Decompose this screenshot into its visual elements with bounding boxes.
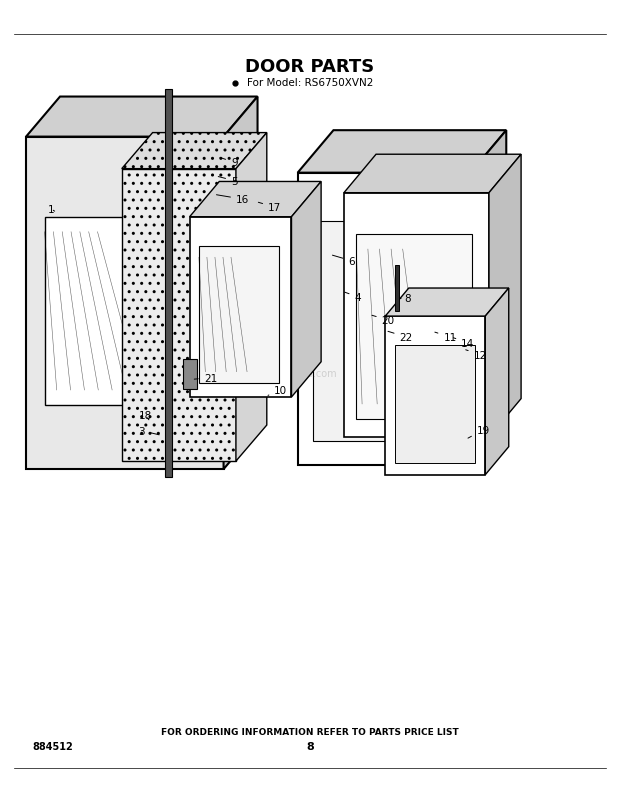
Polygon shape [489, 155, 521, 438]
Text: 14: 14 [453, 338, 474, 348]
Polygon shape [485, 288, 509, 475]
Polygon shape [122, 133, 267, 169]
Polygon shape [122, 169, 236, 462]
Text: 10: 10 [268, 385, 287, 396]
Polygon shape [190, 218, 291, 397]
Text: 4: 4 [345, 292, 361, 303]
Polygon shape [471, 131, 507, 466]
Polygon shape [26, 97, 257, 137]
Polygon shape [344, 194, 489, 438]
Text: 5: 5 [218, 177, 237, 186]
Text: 20: 20 [372, 316, 395, 326]
Text: FOR ORDERING INFORMATION REFER TO PARTS PRICE LIST: FOR ORDERING INFORMATION REFER TO PARTS … [161, 727, 459, 736]
Bar [395, 266, 399, 312]
Text: 12: 12 [466, 350, 487, 360]
Text: 884512: 884512 [32, 740, 73, 751]
Text: 1: 1 [48, 205, 55, 214]
Text: 18: 18 [138, 411, 152, 421]
Polygon shape [313, 222, 449, 442]
Polygon shape [236, 133, 267, 462]
Polygon shape [298, 131, 507, 173]
Polygon shape [385, 316, 485, 475]
Text: appliance manual parts.com: appliance manual parts.com [197, 369, 337, 378]
Text: 11: 11 [435, 332, 456, 342]
Polygon shape [291, 182, 321, 397]
Polygon shape [298, 173, 471, 466]
Text: 8: 8 [399, 294, 410, 304]
Text: 21: 21 [194, 373, 217, 383]
Text: 9: 9 [220, 158, 237, 168]
Text: 17: 17 [259, 203, 281, 213]
Polygon shape [344, 155, 521, 194]
Text: 22: 22 [388, 332, 413, 342]
Polygon shape [199, 247, 279, 383]
Text: For Model: RS6750XVN2: For Model: RS6750XVN2 [247, 78, 373, 88]
Polygon shape [184, 359, 197, 389]
Polygon shape [385, 288, 509, 316]
Text: 19: 19 [468, 426, 490, 438]
Polygon shape [224, 97, 257, 470]
Text: DOOR PARTS: DOOR PARTS [246, 58, 374, 76]
Polygon shape [395, 345, 476, 464]
Polygon shape [190, 182, 321, 218]
Polygon shape [165, 89, 172, 478]
Text: 16: 16 [216, 195, 249, 205]
Polygon shape [26, 137, 224, 470]
Text: 6: 6 [332, 256, 355, 267]
Text: 8: 8 [306, 740, 314, 751]
Text: 3: 3 [138, 426, 159, 436]
Polygon shape [45, 218, 196, 406]
Polygon shape [356, 235, 472, 419]
